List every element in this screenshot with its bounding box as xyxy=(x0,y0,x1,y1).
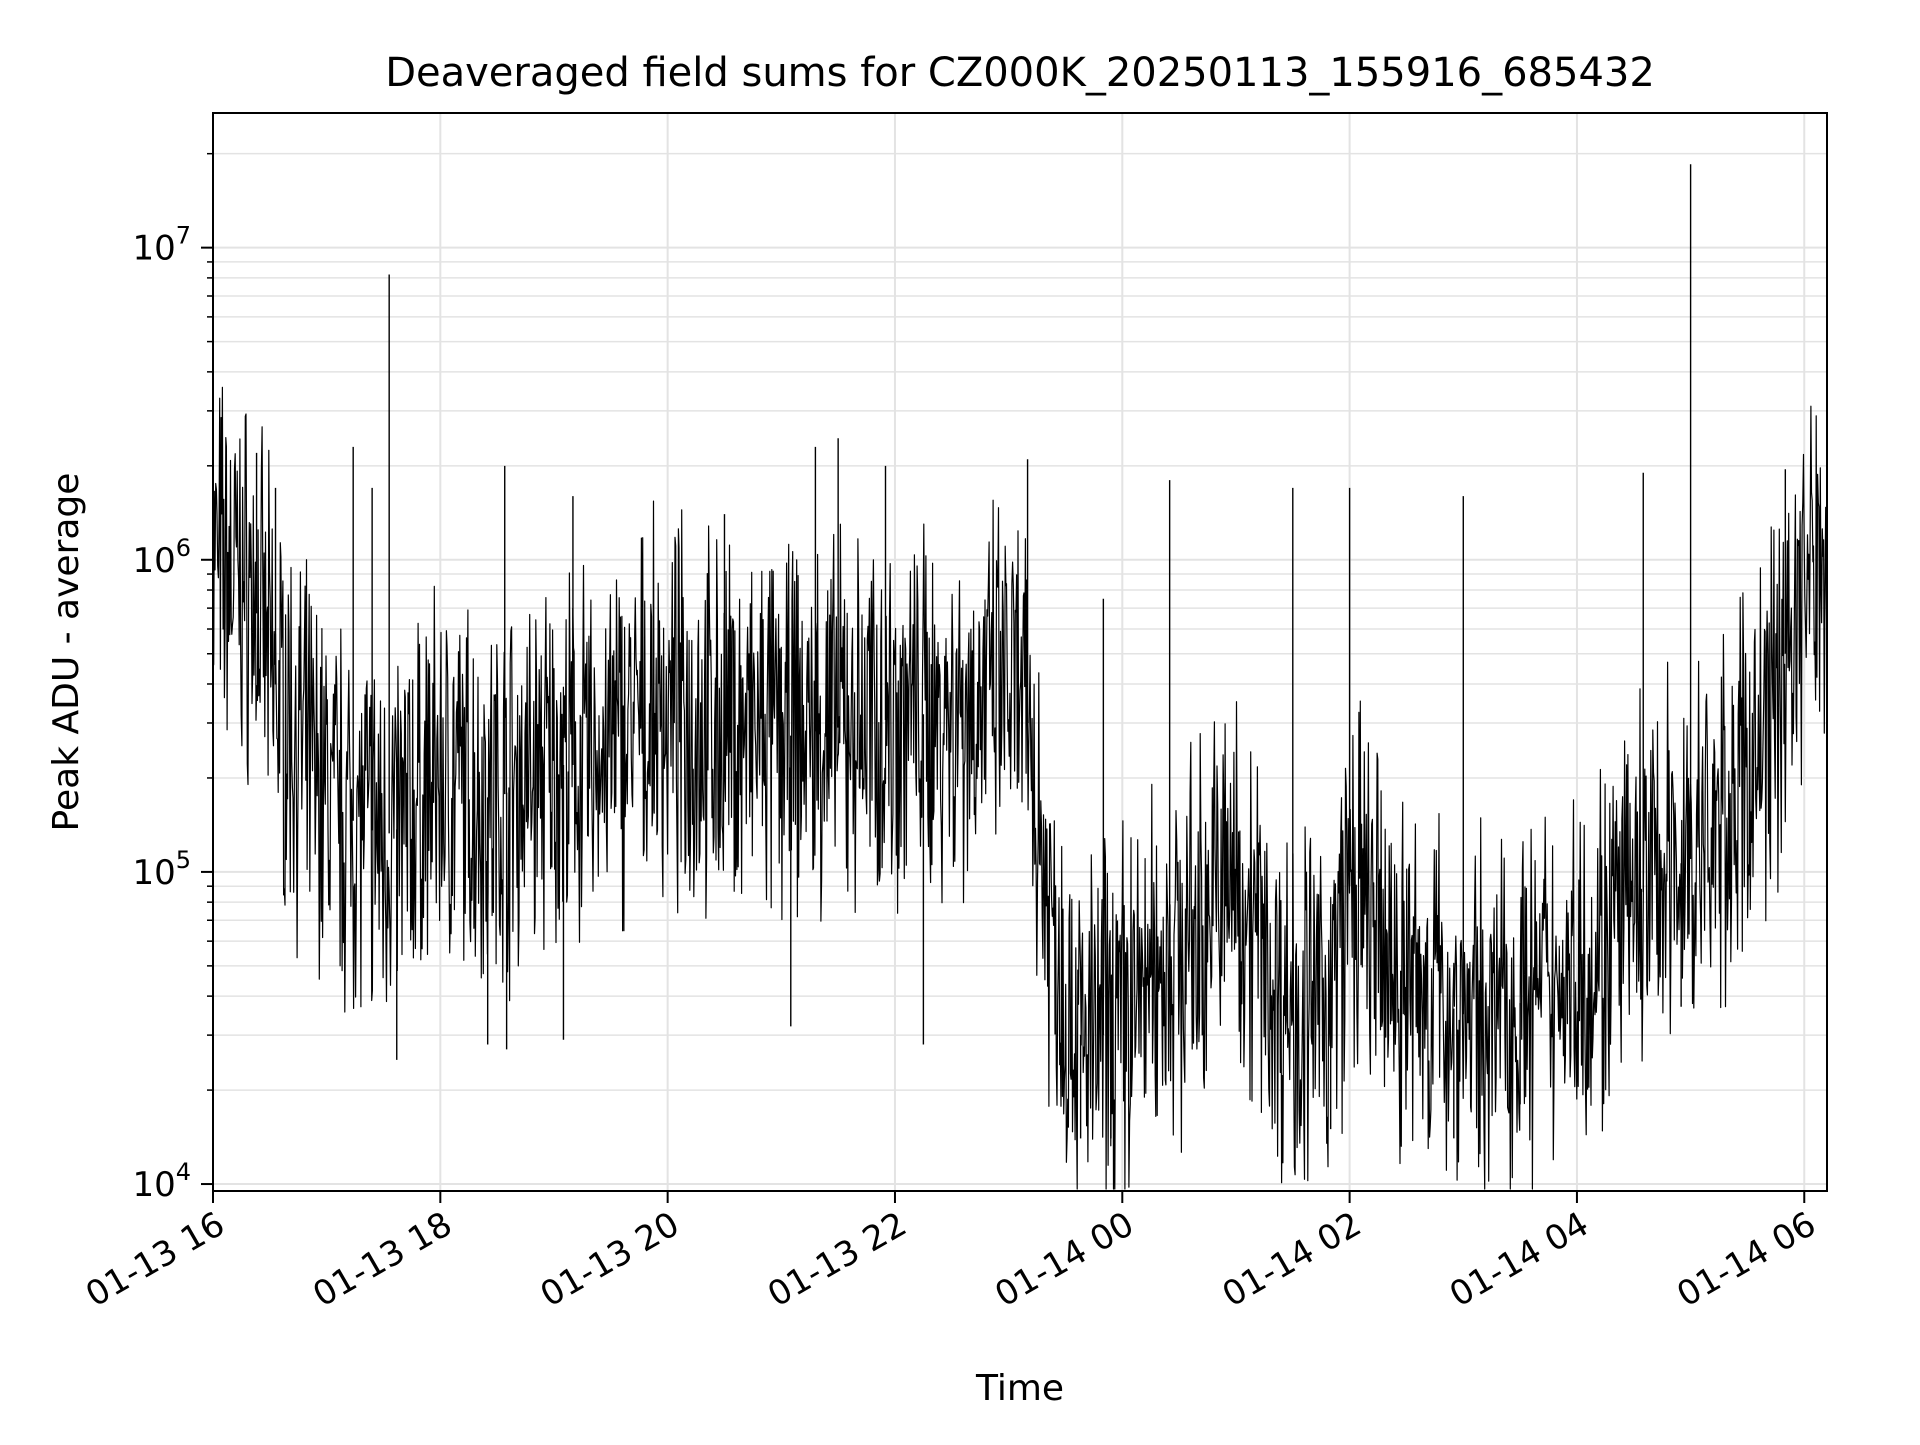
series-line xyxy=(212,386,1828,1190)
y-tick-label: 107 xyxy=(132,222,191,269)
grid-lines xyxy=(212,113,1827,1191)
x-axis-label: Time xyxy=(975,1368,1064,1409)
y-tick-label: 105 xyxy=(132,846,191,893)
plot-frame xyxy=(212,112,1828,1192)
y-tick-label: 106 xyxy=(132,534,191,581)
chart-title: Deaveraged field sums for CZ000K_2025011… xyxy=(385,50,1655,96)
series-layer xyxy=(212,164,1828,1190)
y-tick-label: 104 xyxy=(132,1158,191,1205)
y-axis-label: Peak ADU - average xyxy=(46,473,87,832)
